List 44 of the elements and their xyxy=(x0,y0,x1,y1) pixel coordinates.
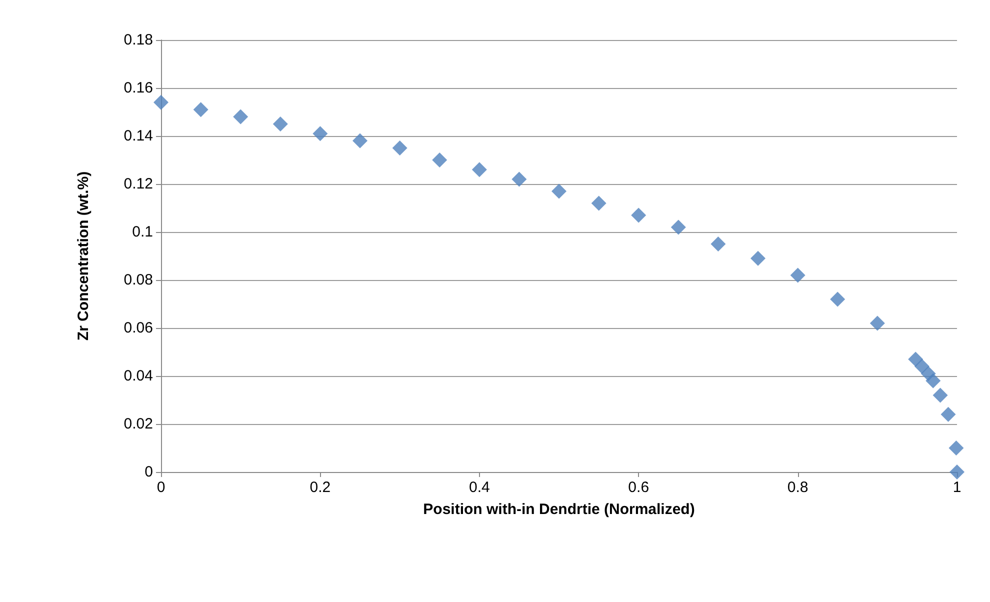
point xyxy=(512,172,527,187)
x-tick-label: 1 xyxy=(952,479,962,496)
point xyxy=(710,236,726,252)
y-tick-label: 0.1 xyxy=(132,224,153,240)
point xyxy=(870,316,885,331)
y-tick-label: 0 xyxy=(144,464,153,480)
x-tick-label: 0.2 xyxy=(310,479,331,496)
point xyxy=(908,352,924,367)
point xyxy=(830,292,846,307)
x-tick-label: 0.4 xyxy=(468,479,490,496)
point xyxy=(472,162,487,178)
y-axis-title: Zr Concentration (wt.%) xyxy=(75,171,92,341)
point xyxy=(272,116,288,132)
point xyxy=(352,133,368,148)
point xyxy=(591,196,606,211)
point xyxy=(312,126,328,142)
y-tick-label: 0.08 xyxy=(124,272,153,288)
x-tick-label: 0.8 xyxy=(787,479,808,496)
point xyxy=(932,388,948,403)
x-tick-label: 0.6 xyxy=(628,479,650,496)
y-tick-label: 0.06 xyxy=(124,320,153,336)
point xyxy=(950,464,964,480)
point xyxy=(552,184,566,199)
y-tick-label: 0.14 xyxy=(124,128,153,144)
point xyxy=(948,440,964,456)
y-tick-label: 0.04 xyxy=(124,368,153,384)
point xyxy=(940,406,956,422)
point xyxy=(631,208,646,223)
x-tick-label: 0 xyxy=(156,479,166,496)
x-axis-title: Position with-in Dendrtie (Normalized) xyxy=(423,501,695,518)
point xyxy=(233,109,248,124)
y-tick-label: 0.02 xyxy=(124,416,153,432)
point xyxy=(914,358,930,374)
y-tick-label: 0.18 xyxy=(124,32,153,48)
point xyxy=(432,152,448,168)
point xyxy=(193,102,208,118)
point xyxy=(926,373,941,388)
point xyxy=(790,268,806,283)
y-tick-label: 0.12 xyxy=(124,176,153,192)
point xyxy=(154,94,168,110)
point xyxy=(750,250,766,266)
point xyxy=(670,220,686,235)
y-tick-label: 0.16 xyxy=(124,80,153,96)
point xyxy=(392,140,408,156)
